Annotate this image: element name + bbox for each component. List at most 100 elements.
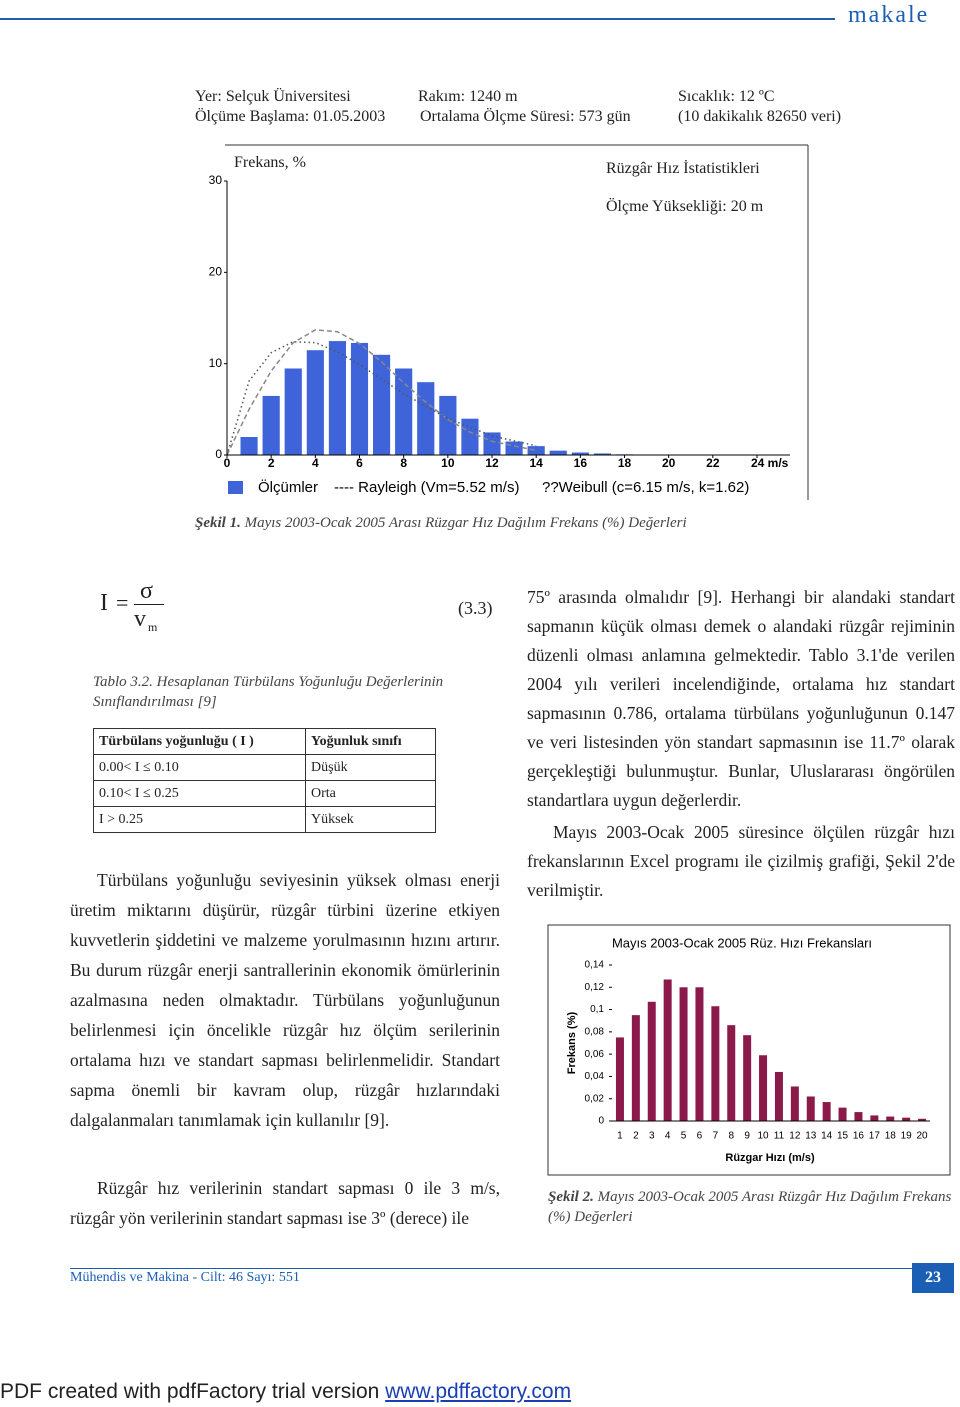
bar — [711, 1006, 720, 1121]
watermark: PDF created with pdfFactory trial versio… — [0, 1380, 571, 1404]
x-tick-label: 20 — [916, 1131, 928, 1142]
x-tick-label: 12 — [789, 1131, 801, 1142]
x-tick-label: 10 — [441, 456, 455, 470]
td: Düşük — [305, 754, 436, 781]
x-tick-label: 20 — [662, 456, 676, 470]
bar — [394, 367, 413, 456]
x-tick-label: 7 — [713, 1131, 719, 1142]
y-tick-label: 0,02 — [585, 1093, 605, 1104]
x-tick-label: 11 — [774, 1131, 785, 1142]
bar — [240, 436, 259, 456]
x-tick-label: 14 — [821, 1131, 833, 1142]
td: Orta — [305, 780, 436, 807]
x-tick-label: 8 — [400, 456, 407, 470]
watermark-link[interactable]: www.pdffactory.com — [385, 1380, 572, 1403]
header-rule — [0, 18, 835, 20]
eq-op: = — [116, 590, 129, 615]
eq-lhs: I — [100, 590, 108, 616]
y-tick-label: 0,1 — [590, 1004, 604, 1015]
journal: Mühendis ve Makina - Cilt: 46 Sayı: 551 — [70, 1270, 300, 1285]
x-tick-label: 19 — [901, 1131, 913, 1142]
bar — [838, 1107, 847, 1121]
x-tick-label: 5 — [681, 1131, 687, 1142]
watermark-text: PDF created with pdfFactory trial versio… — [0, 1380, 386, 1403]
caption-text: Mayıs 2003-Ocak 2005 Arası Rüzgâr Hız Da… — [548, 1189, 952, 1225]
y-tick-label: 10 — [209, 356, 223, 370]
info: Sıcaklık: 12 ºC — [678, 88, 775, 105]
paragraph: 75º arasında olmalıdır [9]. Herhangi bir… — [527, 587, 955, 810]
bar — [727, 1025, 736, 1121]
chart-title: Rüzgâr Hız İstatistikleri — [606, 160, 760, 177]
y-tick-label: 0,04 — [585, 1071, 605, 1082]
chart-title: Mayıs 2003-Ocak 2005 Rüz. Hızı Frekansla… — [612, 935, 872, 950]
frame — [547, 924, 951, 1176]
bar — [918, 1118, 927, 1121]
y-label: Frekans (%) — [566, 1011, 578, 1074]
y-tick-label: 0,06 — [585, 1049, 605, 1060]
y-tick-label: 0,12 — [585, 982, 605, 993]
bar — [284, 367, 303, 456]
legend-swatch — [228, 481, 243, 494]
chart-subtitle: Ölçme Yüksekliği: 20 m — [606, 198, 764, 215]
caption: Şekil 2. Mayıs 2003-Ocak 2005 Arası Rüzg… — [548, 1187, 953, 1227]
caption-label: Şekil 2. — [548, 1189, 594, 1205]
bar — [759, 1055, 768, 1121]
x-label: Rüzgar Hızı (m/s) — [725, 1152, 815, 1164]
y-tick-label: 0,14 — [585, 960, 605, 971]
y-tick-label: 0 — [215, 447, 222, 461]
bar — [615, 1037, 624, 1121]
x-tick-label: 6 — [697, 1131, 703, 1142]
x-tick-label: 2 — [633, 1131, 639, 1142]
bar — [806, 1096, 815, 1121]
y-label: Frekans, % — [234, 154, 306, 171]
x-tick-label: 4 — [312, 456, 319, 470]
td: 0.10< I ≤ 0.25 — [92, 780, 307, 807]
x-tick-label: 16 — [574, 456, 588, 470]
x-tick-label: 12 — [485, 456, 499, 470]
td: I > 0.25 — [92, 806, 307, 833]
th: Yoğunluk sınıfı — [305, 728, 436, 755]
x-tick-label: 0 — [224, 456, 231, 470]
bar — [647, 1001, 656, 1121]
info: Yer: Selçuk Üniversitesi — [195, 88, 351, 105]
bar — [527, 445, 546, 456]
bar — [886, 1116, 895, 1121]
curve — [226, 329, 537, 456]
info: Ortalama Ölçme Süresi: 573 gün — [420, 108, 631, 125]
eq-sub: m — [148, 620, 158, 634]
x-tick-label: 2 — [268, 456, 275, 470]
y-tick-label: 30 — [209, 173, 223, 187]
bar — [854, 1112, 863, 1121]
x-tick-label: 24 m/s — [751, 456, 789, 470]
paragraph: Mayıs 2003-Ocak 2005 süresince ölçülen r… — [527, 822, 955, 900]
eq-number: (3.3) — [458, 598, 493, 618]
y-tick-label: 0,08 — [585, 1026, 605, 1037]
bar — [822, 1102, 831, 1121]
bar — [549, 450, 568, 456]
x-tick-label: 18 — [618, 456, 632, 470]
legend-entry: ---- Rayleigh (Vm=5.52 m/s) — [334, 479, 519, 496]
paragraph: Rüzgâr hız verilerinin standart sapması … — [70, 1178, 500, 1228]
x-tick-label: 22 — [706, 456, 720, 470]
bar — [743, 1035, 752, 1121]
x-tick-label: 6 — [356, 456, 363, 470]
bar — [695, 987, 704, 1121]
x-tick-label: 13 — [805, 1131, 817, 1142]
x-tick-label: 18 — [885, 1131, 897, 1142]
fraction-bar — [134, 604, 164, 605]
caption: Şekil 1. Mayıs 2003-Ocak 2005 Arası Rüzg… — [195, 515, 687, 532]
legend-entry: Ölçümler — [258, 478, 318, 496]
bar — [663, 979, 672, 1121]
bar — [902, 1117, 911, 1121]
bar — [774, 1071, 783, 1121]
bar — [870, 1115, 879, 1121]
bar — [790, 1086, 799, 1121]
curve — [226, 340, 537, 456]
x-tick-label: 9 — [744, 1131, 750, 1142]
bar — [306, 349, 325, 456]
footer-rule — [70, 1268, 950, 1269]
bar — [262, 395, 281, 456]
table: Türbülans yoğunluğu ( I ) Yoğunluk sınıfı… — [92, 728, 436, 833]
